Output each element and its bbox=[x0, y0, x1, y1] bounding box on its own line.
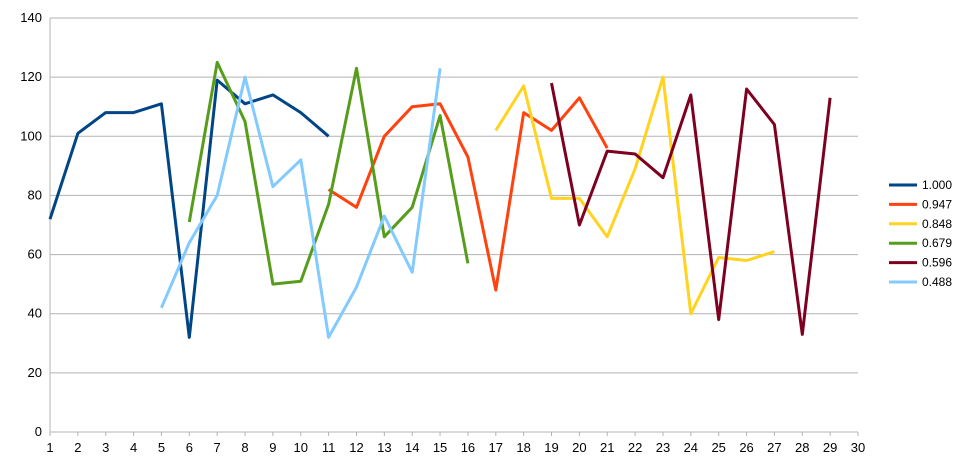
x-tick-label: 10 bbox=[294, 440, 308, 455]
x-tick-label: 18 bbox=[516, 440, 530, 455]
x-tick-label: 6 bbox=[186, 440, 193, 455]
x-tick-label: 23 bbox=[656, 440, 670, 455]
y-tick-label: 100 bbox=[20, 128, 42, 143]
x-tick-label: 7 bbox=[214, 440, 221, 455]
x-tick-label: 26 bbox=[739, 440, 753, 455]
grid bbox=[50, 17, 858, 433]
y-tick-label: 140 bbox=[20, 10, 42, 25]
y-tick-label: 120 bbox=[20, 69, 42, 84]
y-tick-label: 20 bbox=[28, 365, 42, 380]
x-tick-label: 12 bbox=[349, 440, 363, 455]
x-tick-label: 19 bbox=[544, 440, 558, 455]
x-tick-label: 22 bbox=[628, 440, 642, 455]
x-tick-label: 30 bbox=[851, 440, 865, 455]
legend-label: 0.488 bbox=[922, 275, 952, 289]
x-tick-label: 11 bbox=[322, 440, 336, 455]
x-tick-label: 20 bbox=[572, 440, 586, 455]
series-line-0-488 bbox=[160, 68, 442, 339]
x-tick-label: 8 bbox=[241, 440, 248, 455]
x-tick-label: 24 bbox=[684, 440, 698, 455]
x-tick-label: 27 bbox=[767, 440, 781, 455]
series-line-0-848 bbox=[494, 75, 775, 316]
x-tick-label: 25 bbox=[711, 440, 725, 455]
y-tick-label: 0 bbox=[35, 424, 42, 439]
x-tick-label: 21 bbox=[600, 440, 614, 455]
x-tick-label: 29 bbox=[823, 440, 837, 455]
series-line-0-679 bbox=[187, 60, 470, 286]
y-tick-label: 60 bbox=[28, 247, 42, 262]
x-tick-label: 2 bbox=[74, 440, 81, 455]
x-tick-label: 3 bbox=[102, 440, 109, 455]
x-tick-label: 17 bbox=[489, 440, 503, 455]
series-line-0-947 bbox=[327, 96, 609, 292]
y-tick-label: 40 bbox=[28, 306, 42, 321]
legend-label: 0.679 bbox=[922, 236, 952, 250]
x-tick-label: 13 bbox=[377, 440, 391, 455]
x-tick-label: 4 bbox=[130, 440, 137, 455]
legend: 1.000 0.947 0.848 0.679 0.596 0.488 bbox=[889, 178, 952, 289]
series-line-1-000 bbox=[48, 78, 330, 339]
x-tick-label: 15 bbox=[433, 440, 447, 455]
legend-label: 0.848 bbox=[922, 217, 952, 231]
x-tick-label: 14 bbox=[405, 440, 419, 455]
x-tick-label: 28 bbox=[795, 440, 809, 455]
y-tick-label: 80 bbox=[28, 187, 42, 202]
legend-label: 0.596 bbox=[922, 256, 952, 270]
legend-label: 1.000 bbox=[922, 178, 952, 192]
series-line-0-596 bbox=[550, 82, 832, 336]
x-tick-label: 9 bbox=[269, 440, 276, 455]
x-tick-label: 5 bbox=[158, 440, 165, 455]
series-lines bbox=[48, 60, 832, 339]
x-tick-label: 16 bbox=[461, 440, 475, 455]
legend-label: 0.947 bbox=[922, 197, 952, 211]
x-tick-label: 1 bbox=[46, 440, 53, 455]
